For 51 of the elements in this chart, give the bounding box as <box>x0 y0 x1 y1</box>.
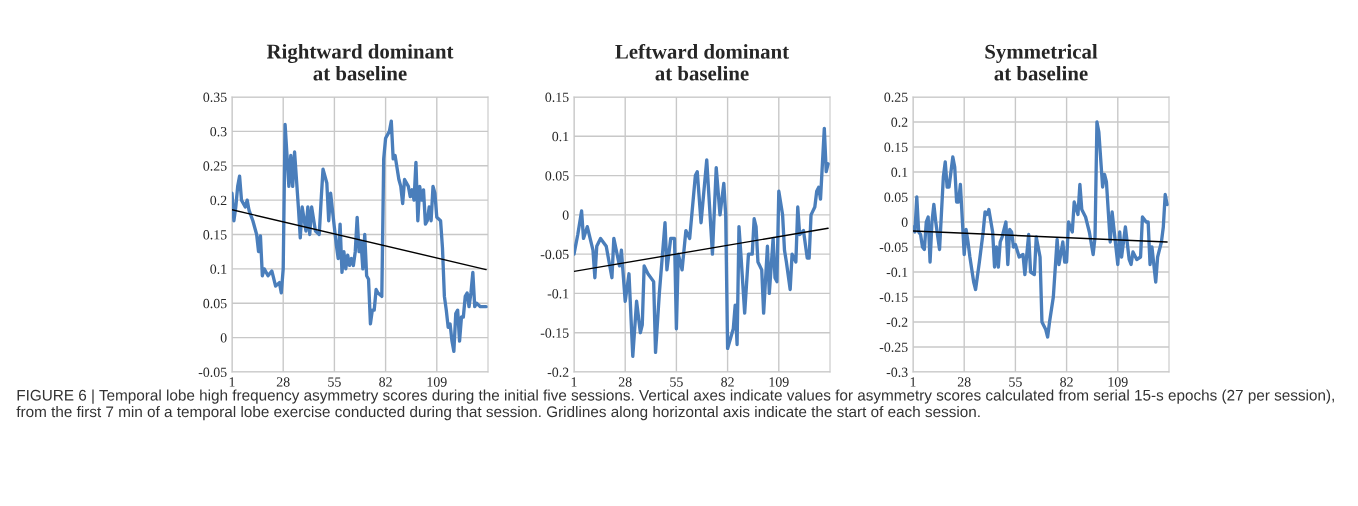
x-tick-label: 82 <box>721 377 734 387</box>
x-tick-label: 1 <box>910 377 916 387</box>
y-tick-label: 0.1 <box>552 131 569 142</box>
y-tick-label: 0 <box>562 210 569 220</box>
y-tick-label: 0.05 <box>203 298 227 309</box>
y-tick-label: -0.15 <box>540 328 569 338</box>
y-tick-label: 0.3 <box>210 126 227 137</box>
y-tick-label: 0.15 <box>203 230 227 240</box>
y-tick-label: 0.1 <box>210 264 227 274</box>
y-tick-label: 0.35 <box>203 92 227 103</box>
x-tick-label: 55 <box>1009 377 1022 387</box>
chart-title: Leftward dominant at baseline <box>615 43 790 81</box>
y-tick-label: -0.15 <box>879 292 908 303</box>
y-tick-label: -0.25 <box>879 342 908 353</box>
y-tick-label: 0.15 <box>884 142 908 153</box>
x-tick-label: 1 <box>229 377 235 387</box>
caption: FIGURE 6 | Temporal lobe high frequency asymmetry scores during the initial five sessions. Vertical axes indicate values for asymmetry scores calculated from serial 15-s epochs (27 per session), from the first 7 min of a temporal lobe exercise conducted during that session. Gridlines along horizontal axis indicate the start of each session. <box>16 389 1334 421</box>
y-tick-label: 0 <box>901 217 908 227</box>
y-tick-label: 0.2 <box>210 195 227 206</box>
y-tick-label: -0.05 <box>879 242 908 253</box>
line-series <box>232 119 488 354</box>
y-tick-label: 0.05 <box>884 192 908 203</box>
y-tick-label: -0.1 <box>547 289 569 299</box>
x-tick-label: 109 <box>769 377 789 387</box>
chart-title: Symmetrical at baseline <box>985 44 1098 81</box>
y-tick-label: -0.2 <box>547 367 569 378</box>
x-tick-label: 1 <box>571 377 577 387</box>
y-tick-label: 0.15 <box>545 92 569 103</box>
y-tick-label: 0.2 <box>891 117 908 128</box>
x-tick-label: 28 <box>618 377 632 387</box>
x-tick-label: 109 <box>1108 377 1128 387</box>
line-series <box>913 120 1169 339</box>
y-tick-label: -0.3 <box>886 367 908 378</box>
line-series <box>574 126 830 358</box>
y-tick-label: 0 <box>220 333 227 343</box>
x-tick-label: 82 <box>379 377 392 387</box>
x-tick-label: 109 <box>427 377 447 387</box>
chart-title: Rightward dominant at baseline <box>266 43 454 81</box>
y-tick-label: -0.2 <box>886 317 908 328</box>
x-tick-label: 28 <box>957 377 971 387</box>
x-tick-label: 82 <box>1060 377 1073 387</box>
y-tick-label: 0.25 <box>203 161 227 171</box>
y-tick-label: -0.05 <box>540 249 569 260</box>
y-tick-label: 0.1 <box>891 167 908 178</box>
x-tick-label: 55 <box>328 377 341 387</box>
y-tick-label: 0.25 <box>884 92 908 103</box>
y-tick-label: -0.1 <box>886 267 908 278</box>
x-tick-label: 28 <box>276 377 290 387</box>
x-tick-label: 55 <box>670 377 683 387</box>
y-tick-label: 0.05 <box>545 171 569 181</box>
y-tick-label: -0.05 <box>198 367 227 378</box>
